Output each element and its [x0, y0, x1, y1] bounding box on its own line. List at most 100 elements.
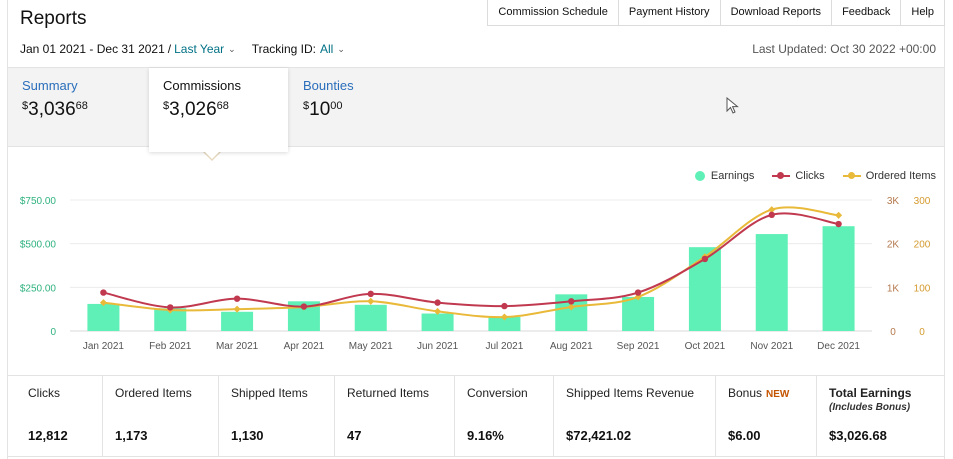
x-axis-tick-label: Apr 2021	[284, 341, 325, 352]
x-axis-tick-label: Nov 2021	[750, 341, 793, 352]
stat-label: Shipped Items	[231, 386, 308, 400]
stat-conversion: Conversion 9.16%	[454, 376, 553, 456]
y-axis-tick-label: $750.00	[20, 196, 57, 207]
ordered-items-line	[103, 206, 839, 319]
stat-label: Total Earnings	[829, 386, 912, 400]
stat-clicks: Clicks 12,812	[8, 376, 102, 456]
legend-clicks-label: Clicks	[795, 170, 825, 182]
earnings-bar	[421, 313, 454, 331]
feedback-button[interactable]: Feedback	[831, 0, 900, 25]
x-axis-tick-label: Jun 2021	[417, 341, 459, 352]
x-axis-tick-label: Jan 2021	[83, 341, 125, 352]
stat-value: 1,173	[115, 428, 148, 443]
y-axis-right-tick-label: 300	[914, 196, 931, 207]
ordered-items-point	[434, 307, 442, 315]
tracking-chevron-down-icon[interactable]: ⌄	[337, 43, 345, 54]
report-filters: Jan 01 2021 - Dec 31 2021 / Last Year ⌄ …	[20, 42, 345, 56]
earnings-chart: 0 0 0 $250.00 1K 100 $500.00 2K 200 $750.00 3K 300 J…	[20, 196, 931, 352]
y-axis-right-tick-label: 3K	[887, 196, 900, 207]
tab-bounties[interactable]: Bounties $1000	[289, 68, 429, 148]
tracking-id-dropdown[interactable]: All	[319, 42, 334, 56]
legend-earnings-swatch	[694, 171, 705, 181]
x-axis-tick-label: Aug 2021	[550, 341, 593, 352]
amount-whole: 3,036	[28, 99, 76, 120]
stat-value: 9.16%	[467, 428, 504, 443]
stat-label: Bonus NEW	[728, 386, 816, 400]
tab-summary[interactable]: Summary $3,03668	[8, 68, 148, 148]
ordered-items-point	[233, 305, 241, 313]
y-axis-tick-label: $500.00	[20, 240, 57, 251]
currency-symbol: $	[163, 100, 170, 112]
y-axis-tick-label: 0	[50, 327, 56, 338]
commission-schedule-button[interactable]: Commission Schedule	[498, 6, 608, 18]
clicks-point	[300, 303, 308, 310]
page-title: Reports	[20, 8, 87, 29]
y-axis-right-tick-label: 1K	[887, 283, 900, 294]
stat-label: Shipped Items Revenue	[566, 386, 695, 400]
earnings-bar	[822, 226, 855, 331]
earnings-bar	[755, 234, 788, 331]
legend-earnings[interactable]: Earnings	[694, 170, 754, 182]
y-axis-right-tick-label: 2K	[887, 240, 900, 251]
report-nav: Commission Schedule Payment History Down…	[487, 0, 945, 26]
payment-history-button[interactable]: Payment History	[617, 0, 720, 25]
report-frame	[7, 0, 945, 459]
currency-symbol: $	[22, 100, 29, 112]
stat-shipped-revenue: Shipped Items Revenue $72,421.02	[553, 376, 715, 456]
period-chevron-down-icon[interactable]: ⌄	[228, 43, 236, 54]
clicks-point	[768, 211, 775, 219]
ordered-items-point	[99, 299, 107, 307]
earnings-bar	[154, 308, 187, 331]
tab-commissions-label: Commissions	[163, 78, 242, 93]
legend-ordered[interactable]: Ordered Items	[842, 170, 936, 182]
y-axis-right-tick-label: 100	[914, 283, 931, 294]
ordered-items-point	[768, 206, 776, 214]
stat-label: Clicks	[28, 386, 60, 400]
help-button[interactable]: Help	[900, 0, 944, 25]
ordered-items-point	[567, 303, 575, 311]
stat-returned-items: Returned Items 47	[334, 376, 454, 456]
stat-label: Returned Items	[347, 386, 430, 400]
amount-whole: 3,026	[169, 99, 217, 120]
amount-cents: 68	[75, 100, 88, 112]
stat-value: 47	[347, 428, 362, 443]
x-axis-tick-label: May 2021	[349, 341, 393, 352]
amount-whole: 10	[309, 99, 331, 120]
earnings-bar	[488, 317, 521, 331]
date-separator: /	[167, 42, 172, 56]
clicks-point	[634, 289, 642, 296]
mouse-cursor-icon	[726, 97, 739, 114]
chart-legend: Earnings Clicks Ordered Items	[677, 170, 936, 182]
tab-commissions[interactable]: Commissions $3,02668	[149, 68, 288, 152]
stat-value: $6.00	[728, 428, 761, 443]
stat-value: 12,812	[28, 428, 68, 443]
ordered-items-point	[367, 297, 375, 305]
clicks-point	[434, 299, 441, 306]
period-dropdown[interactable]: Last Year	[174, 42, 225, 56]
clicks-line	[103, 212, 839, 309]
x-axis-tick-label: Feb 2021	[149, 341, 192, 352]
stat-ordered-items: Ordered Items 1,173	[102, 376, 218, 456]
legend-ordered-label: Ordered Items	[865, 170, 936, 182]
tab-bounties-label: Bounties	[303, 78, 354, 93]
summary-tabs: Summary $3,03668 Commissions $3,02668 Bo…	[8, 67, 944, 152]
x-axis-tick-label: Jul 2021	[486, 341, 524, 352]
stat-label: Ordered Items	[115, 386, 192, 400]
download-reports-button[interactable]: Download Reports	[719, 0, 832, 25]
amount-cents: 00	[330, 100, 343, 112]
stat-value: $72,421.02	[566, 428, 632, 443]
clicks-point	[568, 298, 575, 305]
legend-ordered-swatch	[842, 171, 861, 181]
stat-bonus: Bonus NEW $6.00	[715, 376, 816, 456]
tracking-label: Tracking ID:	[251, 42, 316, 56]
stats-row: Clicks 12,812 Ordered Items 1,173 Shippe…	[8, 375, 944, 457]
date-range: Jan 01 2021 - Dec 31 2021	[20, 42, 165, 56]
clicks-point	[835, 220, 842, 228]
stat-value: $3,026.68	[829, 428, 887, 443]
legend-clicks[interactable]: Clicks	[772, 170, 825, 182]
legend-clicks-swatch	[772, 171, 791, 181]
ordered-items-point	[835, 211, 843, 219]
ordered-items-point	[500, 313, 508, 321]
currency-symbol: $	[303, 100, 310, 112]
tab-bounties-amount: $1000	[303, 99, 415, 121]
